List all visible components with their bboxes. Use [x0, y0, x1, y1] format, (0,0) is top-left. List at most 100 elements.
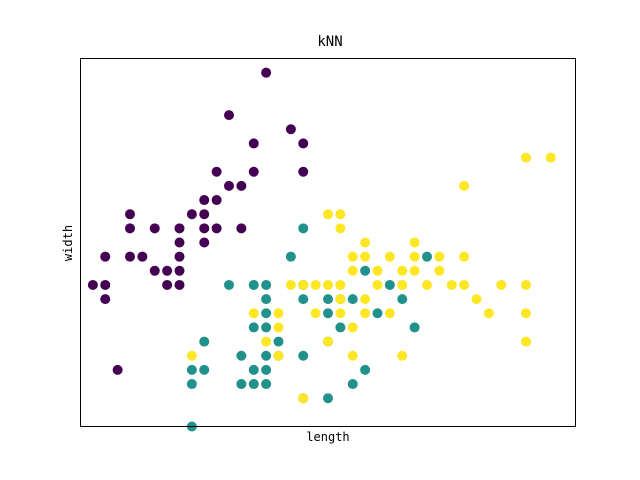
data-point-class1-1 — [298, 223, 309, 234]
data-point-class1-0 — [422, 251, 432, 262]
data-point-class2-6 — [360, 237, 371, 248]
data-point-class0-0 — [261, 67, 272, 78]
data-point-class0-3 — [248, 138, 259, 149]
data-point-class2-9 — [360, 251, 371, 262]
data-point-class2-1 — [545, 152, 556, 163]
data-point-class0-6 — [211, 166, 222, 177]
data-point-class0-33 — [100, 279, 111, 290]
data-point-class0-19 — [211, 223, 222, 234]
data-point-class2-24 — [372, 279, 383, 290]
data-point-class0-12 — [125, 209, 135, 220]
data-point-class0-1 — [285, 124, 296, 135]
data-point-class2-43 — [347, 322, 358, 333]
data-point-class1-7 — [384, 279, 395, 290]
data-point-class0-2 — [224, 110, 234, 121]
data-point-class2-32 — [335, 294, 346, 305]
data-point-class2-13 — [459, 251, 470, 262]
data-point-class2-0 — [521, 152, 531, 163]
data-point-class1-30 — [248, 364, 259, 375]
data-point-class0-30 — [162, 279, 173, 290]
data-point-class2-39 — [384, 308, 395, 319]
data-point-class0-21 — [174, 237, 185, 248]
data-point-class2-19 — [285, 279, 296, 290]
data-point-class2-31 — [471, 294, 482, 305]
data-point-class2-22 — [323, 279, 333, 290]
data-point-class1-20 — [409, 322, 420, 333]
data-point-class0-28 — [162, 265, 173, 276]
data-point-class2-30 — [521, 279, 531, 290]
data-point-class1-25 — [261, 350, 272, 361]
plot-frame — [80, 58, 576, 427]
data-point-class0-15 — [125, 223, 135, 234]
data-point-class0-11 — [199, 195, 210, 206]
data-point-class2-49 — [347, 350, 358, 361]
data-point-class1-27 — [298, 350, 309, 361]
data-point-class2-36 — [310, 308, 321, 319]
data-point-class2-23 — [335, 279, 346, 290]
data-point-class2-42 — [273, 322, 284, 333]
data-point-class0-29 — [174, 265, 185, 276]
data-point-class2-21 — [310, 279, 321, 290]
data-point-class0-10 — [211, 195, 222, 206]
data-point-class1-2 — [285, 251, 296, 262]
data-point-class0-9 — [224, 180, 234, 191]
data-point-class0-35 — [112, 364, 123, 375]
data-point-class2-50 — [397, 350, 408, 361]
data-point-class0-24 — [125, 251, 135, 262]
data-point-class2-40 — [483, 308, 494, 319]
data-point-class1-5 — [261, 279, 272, 290]
data-point-class2-16 — [397, 265, 408, 276]
data-point-class1-41 — [360, 265, 371, 276]
data-point-class2-7 — [409, 237, 420, 248]
data-point-class0-34 — [100, 294, 111, 305]
data-point-class1-29 — [199, 364, 210, 375]
data-point-class0-18 — [199, 223, 210, 234]
data-point-class2-46 — [186, 350, 197, 361]
data-point-class1-22 — [273, 336, 284, 347]
data-point-class2-51 — [298, 393, 309, 404]
data-point-class1-38 — [347, 379, 358, 390]
data-point-class0-27 — [149, 265, 160, 276]
data-point-class2-20 — [298, 279, 309, 290]
data-point-class1-15 — [323, 308, 333, 319]
data-point-class0-17 — [174, 223, 185, 234]
data-point-class2-3 — [323, 209, 333, 220]
data-point-class2-25 — [397, 279, 408, 290]
data-point-class2-11 — [409, 251, 420, 262]
data-point-class1-37 — [323, 393, 333, 404]
data-point-class1-34 — [236, 379, 247, 390]
data-point-class0-16 — [149, 223, 160, 234]
data-point-class2-4 — [335, 209, 346, 220]
data-point-class2-47 — [273, 350, 284, 361]
data-point-class2-14 — [347, 265, 358, 276]
data-point-class2-35 — [273, 308, 284, 319]
data-point-class2-26 — [422, 279, 432, 290]
data-point-class0-31 — [174, 279, 185, 290]
data-point-class1-17 — [248, 322, 259, 333]
data-point-class2-41 — [521, 308, 531, 319]
data-point-class2-5 — [335, 223, 346, 234]
data-point-class2-10 — [384, 251, 395, 262]
x-axis-label: length — [306, 430, 350, 444]
data-point-class0-32 — [87, 279, 98, 290]
data-point-class1-19 — [335, 322, 346, 333]
data-point-class2-15 — [372, 265, 383, 276]
data-point-class0-5 — [248, 166, 259, 177]
data-point-class1-21 — [199, 336, 210, 347]
data-point-class2-45 — [521, 336, 531, 347]
data-point-class2-28 — [459, 279, 470, 290]
data-point-class1-33 — [186, 379, 197, 390]
data-point-class2-8 — [347, 251, 358, 262]
data-points — [87, 67, 556, 432]
data-point-class0-20 — [236, 223, 247, 234]
data-point-class2-37 — [335, 308, 346, 319]
data-point-class0-8 — [236, 180, 247, 191]
data-point-class2-18 — [434, 265, 445, 276]
data-point-class0-7 — [298, 166, 309, 177]
data-point-class1-14 — [261, 308, 272, 319]
data-point-class2-17 — [409, 265, 420, 276]
data-point-class2-12 — [434, 251, 445, 262]
data-point-class1-9 — [298, 294, 309, 305]
data-point-class2-38 — [360, 308, 371, 319]
